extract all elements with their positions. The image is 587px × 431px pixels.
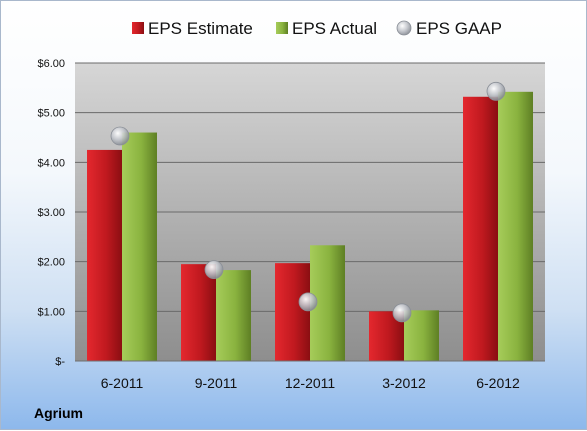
legend-swatch-estimate bbox=[132, 22, 144, 34]
legend: EPS Estimate EPS Actual EPS GAAP bbox=[132, 19, 502, 38]
y-tick-label: $6.00 bbox=[37, 58, 65, 70]
x-tick-label: 9-2011 bbox=[195, 375, 238, 391]
x-axis-labels: 6-2011 9-2011 12-2011 3-2012 6-2012 bbox=[101, 375, 520, 391]
estimate-bar bbox=[463, 96, 498, 362]
y-tick-label: $3.00 bbox=[37, 207, 65, 219]
gaap-marker bbox=[110, 126, 130, 146]
y-tick-label: $5.00 bbox=[37, 108, 65, 120]
legend-label-gaap: EPS GAAP bbox=[416, 19, 502, 38]
actual-bar bbox=[404, 310, 439, 361]
estimate-bar bbox=[181, 264, 216, 361]
legend-label-actual: EPS Actual bbox=[292, 19, 377, 38]
gaap-marker bbox=[392, 303, 412, 323]
legend-item-eps-actual: EPS Actual bbox=[276, 19, 377, 38]
y-tick-label: $1.00 bbox=[37, 306, 65, 318]
legend-swatch-actual bbox=[276, 22, 288, 34]
estimate-bar bbox=[87, 149, 122, 361]
gaap-markers bbox=[110, 81, 506, 323]
actual-bar bbox=[216, 270, 251, 361]
estimate-bar bbox=[275, 263, 310, 361]
gaap-marker bbox=[204, 260, 224, 280]
y-axis-ticks: $- $1.00 $2.00 $3.00 $4.00 $5.00 $6.00 bbox=[37, 58, 65, 368]
y-tick-label: $4.00 bbox=[37, 157, 65, 169]
actual-bar bbox=[122, 132, 157, 361]
y-tick-label: $- bbox=[55, 356, 65, 368]
company-label: Agrium bbox=[34, 405, 83, 421]
x-tick-label: 6-2012 bbox=[476, 375, 520, 391]
x-tick-label: 3-2012 bbox=[382, 375, 426, 391]
gaap-marker bbox=[486, 81, 506, 101]
legend-label-estimate: EPS Estimate bbox=[148, 19, 253, 38]
legend-item-eps-estimate: EPS Estimate bbox=[132, 19, 253, 38]
legend-marker-gaap bbox=[396, 20, 412, 36]
gaap-marker bbox=[298, 292, 318, 312]
x-tick-label: 12-2011 bbox=[285, 375, 336, 391]
x-tick-label: 6-2011 bbox=[101, 375, 144, 391]
legend-item-eps-gaap: EPS GAAP bbox=[396, 19, 502, 38]
y-tick-label: $2.00 bbox=[37, 257, 65, 269]
actual-bar bbox=[498, 91, 533, 361]
